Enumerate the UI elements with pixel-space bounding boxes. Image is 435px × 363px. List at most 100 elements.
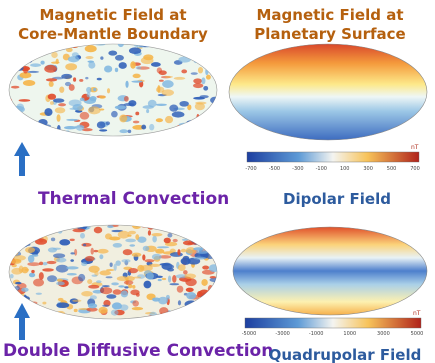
blob	[167, 45, 171, 48]
blob	[207, 310, 220, 315]
blob	[151, 62, 161, 67]
blob	[133, 74, 141, 79]
blob	[133, 276, 141, 278]
blob	[21, 288, 29, 292]
blob	[86, 92, 90, 97]
colorbar-tick: 700	[410, 166, 420, 172]
blob	[184, 309, 194, 312]
blob	[70, 252, 74, 254]
blob	[185, 130, 198, 137]
blob	[99, 96, 106, 99]
blob	[98, 307, 107, 314]
blob	[74, 249, 77, 256]
blob	[17, 231, 23, 236]
blob	[14, 49, 23, 54]
blob	[49, 81, 54, 87]
blob	[91, 248, 94, 255]
blob	[207, 46, 218, 52]
blob	[99, 270, 111, 275]
blob	[162, 278, 166, 280]
blob	[44, 108, 52, 116]
blob	[80, 233, 85, 239]
blob	[72, 229, 85, 233]
blob	[80, 98, 85, 102]
blob	[9, 249, 19, 256]
blob	[74, 309, 78, 312]
blob	[203, 122, 215, 129]
blob	[143, 246, 150, 251]
blob	[118, 285, 124, 287]
blob	[186, 232, 190, 234]
blob	[8, 314, 11, 317]
blob	[67, 273, 77, 275]
blob	[89, 266, 100, 273]
blob	[107, 225, 113, 228]
blob	[144, 259, 154, 262]
blob	[41, 124, 51, 127]
blob	[11, 86, 20, 89]
blob	[46, 78, 57, 81]
blob	[170, 252, 183, 257]
colorbar-tick: -5000	[242, 331, 257, 337]
blob	[64, 126, 77, 129]
blob	[80, 112, 90, 120]
panel-title: Planetary Surface	[254, 25, 405, 43]
blob	[145, 134, 150, 136]
blob	[43, 310, 51, 315]
blob	[56, 258, 66, 263]
blob	[107, 88, 110, 93]
blob	[152, 254, 162, 260]
blob	[119, 62, 127, 69]
blob	[209, 264, 219, 272]
blob	[39, 272, 44, 280]
blob	[120, 304, 129, 310]
blob	[203, 86, 208, 91]
blob	[12, 54, 20, 62]
blob	[111, 282, 119, 285]
blob	[195, 43, 207, 46]
blob	[158, 279, 162, 281]
blob	[206, 75, 211, 80]
blob	[70, 259, 74, 262]
blob	[10, 52, 22, 55]
blob	[22, 244, 28, 248]
blob	[211, 314, 220, 322]
blob	[113, 243, 122, 248]
blob	[199, 297, 207, 305]
blob	[162, 80, 174, 88]
blob	[119, 129, 128, 133]
blob	[97, 78, 102, 81]
blob	[166, 295, 170, 300]
blob	[133, 121, 140, 124]
blob	[132, 307, 143, 310]
blob	[16, 66, 24, 71]
blob	[196, 114, 199, 122]
blob	[65, 63, 77, 70]
blob	[97, 121, 106, 128]
blob	[81, 262, 87, 266]
blob	[129, 244, 135, 247]
panel-title: Core-Mantle Boundary	[18, 25, 208, 43]
blob	[87, 60, 94, 62]
blob	[66, 48, 73, 53]
blob	[10, 274, 14, 278]
blob	[119, 115, 127, 123]
blob	[88, 285, 99, 289]
blob	[23, 67, 28, 73]
blob	[68, 56, 79, 62]
blob	[25, 247, 35, 253]
blob	[130, 61, 136, 69]
blob	[178, 264, 186, 271]
blob	[124, 280, 133, 284]
blob	[58, 103, 66, 106]
blob	[31, 270, 35, 273]
blob	[39, 262, 43, 266]
blob	[152, 236, 157, 243]
blob	[39, 306, 43, 311]
blob	[127, 234, 131, 236]
blob	[99, 254, 103, 259]
surface-map	[233, 227, 427, 315]
blob	[17, 44, 24, 50]
blob	[56, 59, 59, 64]
blob	[143, 281, 151, 289]
